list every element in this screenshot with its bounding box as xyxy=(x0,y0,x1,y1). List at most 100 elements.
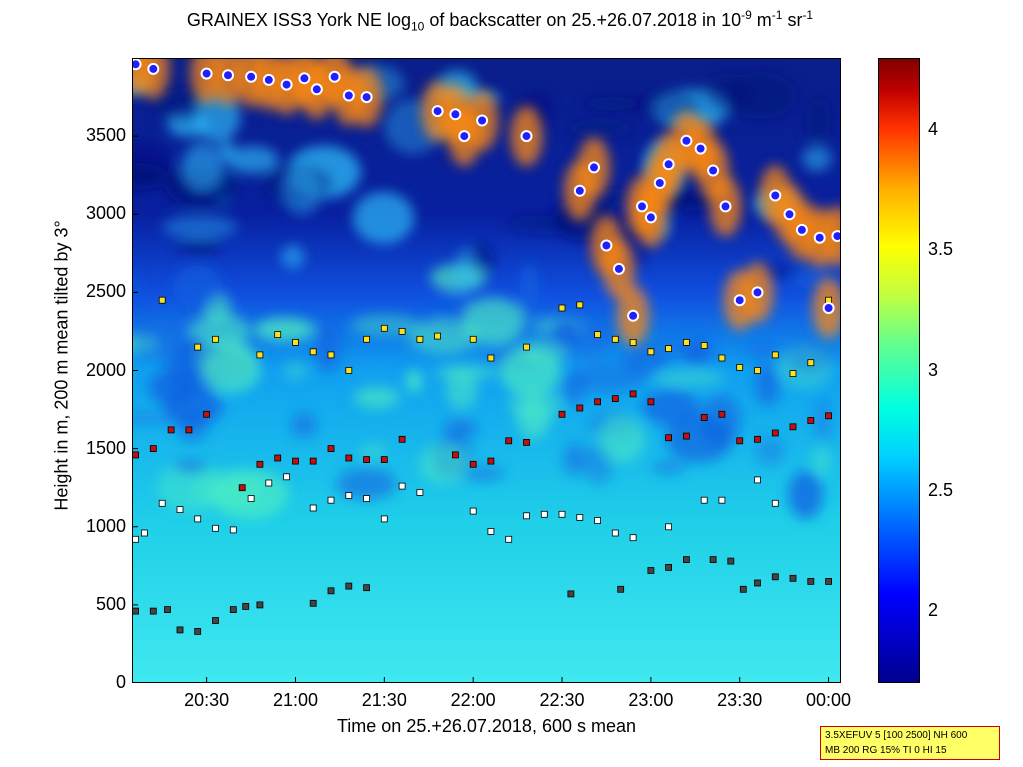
cloud-base-marker xyxy=(360,91,373,104)
layer-marker xyxy=(665,523,672,531)
layer-marker xyxy=(242,603,250,610)
layer-marker xyxy=(229,606,237,613)
cloud-base-marker xyxy=(280,78,293,91)
layer-marker xyxy=(487,354,495,362)
layer-marker xyxy=(132,607,140,615)
layer-marker xyxy=(807,578,815,585)
cloud-base-marker xyxy=(600,239,613,252)
texture-patch xyxy=(652,461,686,474)
layer-marker xyxy=(683,556,690,564)
texture-patch xyxy=(653,369,725,386)
texture-patch xyxy=(560,371,587,405)
cloud-base-marker xyxy=(813,231,826,244)
texture-patch xyxy=(132,412,183,425)
layer-marker xyxy=(363,335,371,343)
layer-marker xyxy=(398,435,406,443)
cloud-base-marker xyxy=(783,208,796,221)
texture-patch xyxy=(359,443,387,459)
layer-marker xyxy=(416,335,424,343)
y-tick-label: 2500 xyxy=(85,281,126,302)
y-tick-label: 3500 xyxy=(85,125,126,146)
info-line-1: 3.5XEFUV 5 [100 2500] NH 600 xyxy=(825,730,968,741)
cloud-base-marker xyxy=(769,189,782,202)
texture-patch xyxy=(315,320,341,373)
texture-patch xyxy=(182,142,223,191)
layer-marker xyxy=(594,331,602,339)
texture-patch xyxy=(642,389,701,426)
layer-marker xyxy=(274,331,282,339)
layer-marker xyxy=(617,585,625,593)
y-tick-label: 1000 xyxy=(85,515,126,536)
layer-marker xyxy=(256,460,264,468)
cloud-base-marker xyxy=(200,67,213,80)
cloud-base-marker xyxy=(795,223,808,236)
cloud-base-marker xyxy=(612,262,625,275)
x-tick-label: 20:30 xyxy=(184,690,230,710)
texture-patch xyxy=(175,239,223,255)
texture-patch xyxy=(226,146,279,174)
layer-marker xyxy=(380,324,388,332)
layer-marker xyxy=(327,351,335,359)
layer-marker xyxy=(771,351,779,359)
layer-marker xyxy=(149,607,157,615)
layer-marker xyxy=(164,606,171,613)
cloud-base-marker xyxy=(449,108,462,121)
layer-marker xyxy=(629,338,637,346)
layer-marker xyxy=(345,492,353,499)
layer-marker xyxy=(398,327,406,335)
colorbar-tick-label: 3 xyxy=(928,359,939,380)
layer-marker xyxy=(194,628,202,635)
layer-marker xyxy=(212,524,219,532)
layer-marker xyxy=(203,410,210,418)
layer-marker xyxy=(576,513,584,521)
texture-patch xyxy=(459,466,505,481)
layer-marker xyxy=(683,338,690,346)
layer-marker xyxy=(523,438,530,446)
layer-marker xyxy=(647,567,655,574)
texture-patch xyxy=(598,415,646,463)
x-tick-label: 00:00 xyxy=(806,690,852,710)
colorbar-tick-label: 2 xyxy=(928,599,939,620)
layer-marker xyxy=(594,398,602,406)
layer-marker xyxy=(754,476,761,484)
layer-marker xyxy=(434,332,442,340)
texture-patch xyxy=(132,270,141,310)
layer-marker xyxy=(505,437,513,445)
layer-marker xyxy=(149,445,157,453)
layer-marker xyxy=(194,515,202,523)
cloud-base-marker xyxy=(222,69,234,82)
cloud-base-marker xyxy=(132,58,142,71)
layer-marker xyxy=(487,527,495,535)
layer-marker xyxy=(140,529,148,537)
texture-patch xyxy=(755,436,785,466)
layer-marker xyxy=(807,417,815,424)
layer-marker xyxy=(611,395,619,403)
cloud-base-marker xyxy=(831,230,841,243)
texture-patch xyxy=(518,339,569,365)
mid-layer-markers xyxy=(132,473,779,543)
layer-marker xyxy=(665,434,672,442)
layer-marker xyxy=(718,354,726,362)
layer-marker xyxy=(212,335,219,343)
texture-patch xyxy=(567,118,634,139)
layer-marker xyxy=(558,510,566,518)
texture-patch xyxy=(202,347,261,394)
layer-marker xyxy=(176,626,184,634)
layer-marker xyxy=(309,457,317,465)
y-tick-label: 3000 xyxy=(85,203,126,224)
texture-patch xyxy=(665,415,733,463)
cloud-base-marker xyxy=(245,70,258,83)
layer-marker xyxy=(256,351,264,359)
layer-marker xyxy=(469,335,477,343)
layer-marker xyxy=(700,413,708,421)
colorbar xyxy=(878,58,920,683)
colorbar-tick-label: 4 xyxy=(928,119,939,140)
cloud-region xyxy=(137,58,170,99)
low-layer-markers xyxy=(132,556,832,635)
cloud-base-marker xyxy=(458,130,471,143)
layer-marker xyxy=(665,345,672,353)
texture-patch xyxy=(283,361,308,381)
texture-patch xyxy=(442,418,478,441)
texture-patch xyxy=(507,215,579,235)
cloud-base-marker xyxy=(653,177,666,189)
